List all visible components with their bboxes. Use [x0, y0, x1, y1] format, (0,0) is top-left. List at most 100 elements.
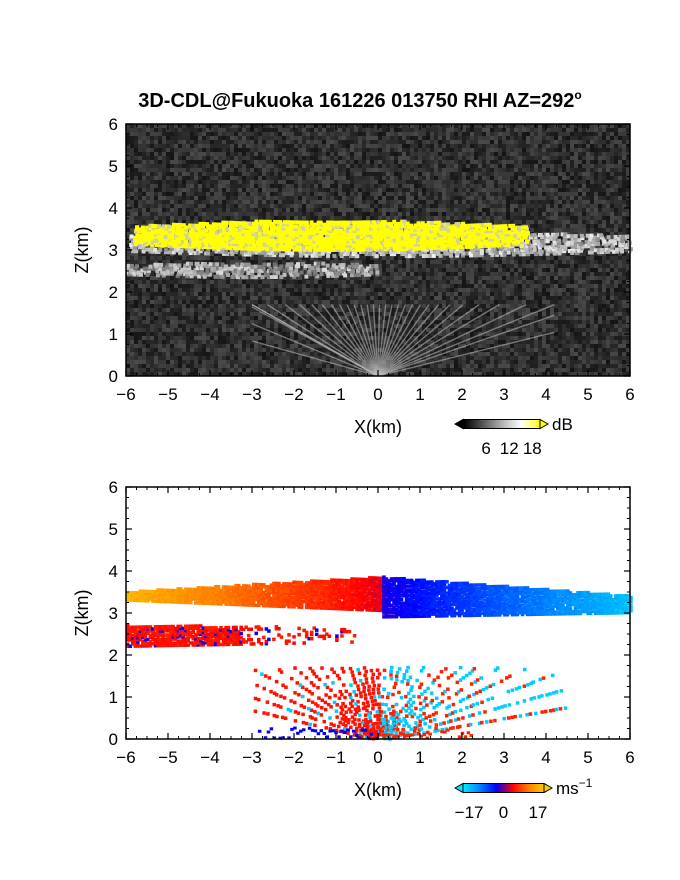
bottom-colorbar: ms−1 −17 0 17: [453, 776, 593, 822]
bottom-colorbar-segment: [473, 783, 477, 793]
top-ray: [366, 304, 379, 377]
top-colorbar-segment: [536, 419, 539, 429]
bottom-colorbar-segment: [483, 783, 487, 793]
bottom-colorbar-segment: [463, 783, 466, 793]
top-colorbar-frame: [462, 419, 541, 429]
bottom-y-tick-label: 2: [109, 646, 118, 665]
top-ray: [321, 304, 379, 377]
top-colorbar-high-arrow: [539, 418, 550, 430]
top-colorbar-tick-label: 18: [523, 439, 542, 458]
bottom-y-tick-label: 3: [109, 604, 118, 623]
bottom-colorbar-unit: ms−1: [556, 776, 593, 798]
top-ray: [284, 304, 379, 377]
top-lower-layer: [125, 261, 380, 280]
top-ray: [377, 304, 451, 377]
top-colorbar-segment: [486, 419, 490, 429]
bottom-lower-layer: [126, 623, 357, 648]
bottom-colorbar-segment: [481, 783, 485, 793]
bottom-x-tick-label: −5: [158, 748, 177, 767]
top-colorbar: dB 6 12 18: [453, 415, 573, 458]
top-boundary-rays: [251, 303, 555, 377]
bottom-colorbar-low-arrow: [453, 782, 464, 794]
top-colorbar-segment: [468, 419, 472, 429]
top-colorbar-segment: [463, 419, 466, 429]
bottom-colorbar-segment: [469, 783, 472, 793]
bottom-y-tick-label: 6: [109, 478, 118, 497]
top-ray: [377, 304, 414, 377]
top-y-axis: 0 1 2 3 4 5 6: [109, 115, 630, 386]
top-colorbar-segment: [466, 419, 470, 429]
top-ray: [377, 304, 381, 377]
top-ray: [251, 323, 379, 377]
bottom-colorbar-high-arrow: [543, 782, 554, 794]
top-x-tick-label: 5: [583, 385, 592, 404]
top-colorbar-segment: [512, 419, 515, 429]
top-ray: [377, 304, 400, 377]
bottom-colorbar-segment: [471, 783, 474, 793]
bottom-colorbar-segment: [537, 783, 541, 793]
top-colorbar-segment: [524, 419, 527, 429]
bottom-x-tick-label: 5: [583, 748, 592, 767]
bottom-colorbar-segment: [479, 783, 483, 793]
bottom-y-tick-label: 0: [109, 730, 118, 749]
bottom-x-tick-label: −6: [116, 748, 135, 767]
bottom-colorbar-segment: [485, 783, 489, 793]
bottom-colorbar-segment: [494, 783, 497, 793]
bottom-colorbar-segment: [535, 783, 539, 793]
top-ray: [251, 340, 379, 377]
top-ray: [377, 314, 555, 377]
top-colorbar-segment: [480, 419, 484, 429]
top-ray: [377, 304, 393, 377]
top-colorbar-segment: [498, 419, 502, 429]
top-y-tick-label: 2: [109, 283, 118, 302]
top-colorbar-segment: [520, 419, 523, 429]
top-y-tick-label: 6: [109, 115, 118, 134]
bottom-colorbar-segment: [475, 783, 479, 793]
bottom-colorbar-segment: [492, 783, 495, 793]
bottom-colorbar-segment: [517, 783, 520, 793]
top-x-tick-label: 4: [541, 385, 550, 404]
bottom-colorbar-tick-label: 17: [528, 803, 547, 822]
bottom-y-axis-label: Z(km): [72, 590, 92, 637]
top-colorbar-segment: [516, 419, 519, 429]
top-colorbar-segment: [504, 419, 508, 429]
top-colorbar-segment: [496, 419, 500, 429]
top-colorbar-segment: [488, 419, 492, 429]
top-saturated-layer: [133, 219, 530, 252]
bottom-x-tick-label: 2: [457, 748, 466, 767]
top-ray: [251, 306, 379, 377]
bottom-x-tick-label: 1: [415, 748, 424, 767]
bottom-colorbar-segment: [541, 783, 545, 793]
top-colorbar-segment: [526, 419, 529, 429]
top-ray: [299, 304, 379, 377]
bottom-boundary-rays: [253, 665, 568, 741]
top-x-tick-label: −2: [284, 385, 303, 404]
top-ray: [377, 331, 555, 377]
top-colorbar-segment: [528, 419, 531, 429]
bottom-colorbar-segment: [523, 783, 526, 793]
top-x-tick-label: −4: [200, 385, 219, 404]
bottom-colorbar-segment: [514, 783, 518, 793]
top-ray: [338, 304, 379, 377]
bottom-y-tick-label: 5: [109, 520, 118, 539]
bottom-colorbar-segment: [500, 783, 504, 793]
top-colorbar-segment: [470, 419, 474, 429]
top-colorbar-segment: [514, 419, 517, 429]
top-y-tick-label: 4: [109, 199, 118, 218]
top-colorbar-segment: [476, 419, 480, 429]
bottom-colorbar-segment: [502, 783, 506, 793]
top-colorbar-segment: [500, 419, 504, 429]
top-colorbar-segment: [502, 419, 506, 429]
top-colorbar-segment: [532, 419, 535, 429]
bottom-colorbar-segment: [498, 783, 501, 793]
top-colorbar-segment: [534, 419, 537, 429]
top-colorbar-segment: [490, 419, 494, 429]
top-ray: [377, 303, 527, 377]
top-x-tick-label: 1: [415, 385, 424, 404]
bottom-upper-layer-east: [382, 575, 633, 619]
top-colorbar-segment: [494, 419, 498, 429]
top-heatmap: [125, 124, 633, 377]
bottom-x-tick-label: −4: [200, 748, 219, 767]
